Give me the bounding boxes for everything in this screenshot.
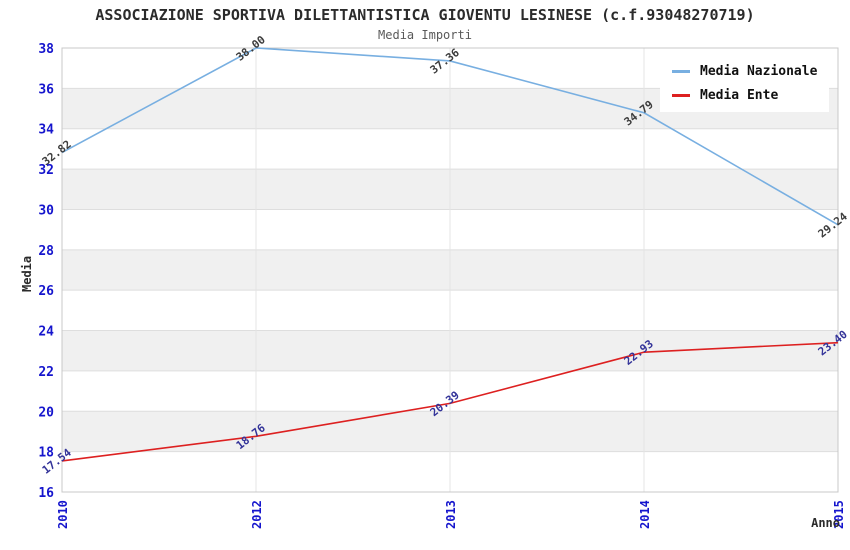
legend: Media Nazionale Media Ente (660, 57, 830, 112)
chart-subtitle: Media Importi (378, 28, 472, 42)
y-tick-label: 32 (38, 163, 54, 178)
x-tick-label: 2013 (444, 500, 458, 529)
y-tick-label: 26 (38, 284, 54, 299)
y-tick-label: 38 (38, 42, 54, 57)
y-tick-label: 28 (38, 244, 54, 259)
y-tick-label: 30 (38, 203, 54, 218)
legend-label: Media Ente (700, 88, 779, 103)
y-tick-label: 16 (38, 486, 54, 501)
legend-line-swatch-ente (672, 94, 690, 97)
x-tick-label: 2010 (56, 500, 70, 529)
legend-line-swatch-nazionale (672, 70, 690, 73)
x-tick-label: 2015 (832, 500, 846, 529)
x-axis-title: Anno (811, 516, 840, 530)
y-tick-label: 22 (38, 365, 54, 380)
chart-title: ASSOCIAZIONE SPORTIVA DILETTANTISTICA GI… (95, 6, 755, 24)
x-tick-label: 2014 (638, 500, 652, 529)
legend-item-ente: Media Ente (672, 88, 817, 103)
plot-border (61, 47, 839, 493)
y-tick-label: 18 (38, 446, 54, 461)
y-tick-label: 20 (38, 405, 54, 420)
legend-label: Media Nazionale (700, 64, 818, 79)
y-tick-label: 34 (38, 123, 54, 138)
series-line-media-ente (61, 341, 839, 462)
series-line-media-nazionale (61, 47, 839, 226)
legend-item-nazionale: Media Nazionale (672, 64, 817, 79)
y-tick-label: 36 (38, 82, 54, 97)
y-tick-label: 24 (38, 325, 54, 340)
x-tick-label: 2012 (250, 500, 264, 529)
